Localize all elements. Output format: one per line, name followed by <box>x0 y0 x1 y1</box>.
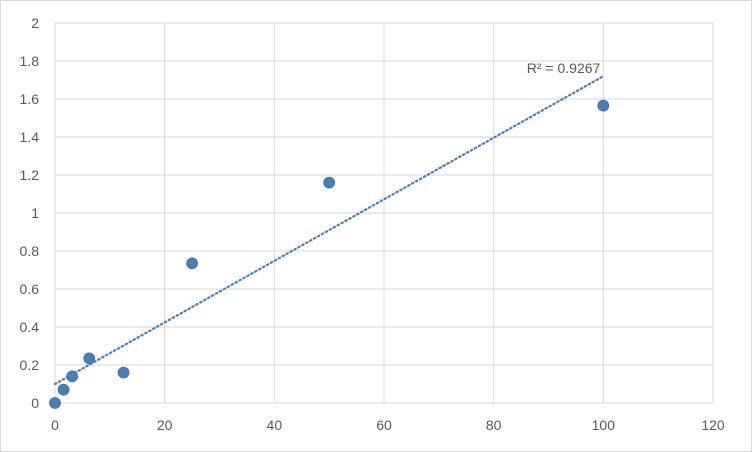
data-point <box>83 352 96 365</box>
data-point <box>49 397 61 409</box>
y-tick-label: 0.2 <box>20 357 40 373</box>
y-tick-label: 0.4 <box>20 319 40 335</box>
data-point <box>117 366 130 379</box>
data-point <box>186 257 198 270</box>
y-tick-label: 0.8 <box>20 243 40 259</box>
x-tick-label: 20 <box>157 417 173 433</box>
trendline <box>53 75 605 386</box>
y-tick-label: 1.2 <box>20 167 40 183</box>
x-tick-label: 80 <box>486 417 502 433</box>
y-tick-label: 0 <box>31 395 39 411</box>
data-point <box>57 383 70 396</box>
y-tick-label: 1 <box>31 205 39 221</box>
x-tick-label: 120 <box>701 417 725 433</box>
y-tick-label: 0.6 <box>20 281 40 297</box>
data-point <box>323 176 336 189</box>
r-squared-label: R² = 0.9267 <box>527 60 601 76</box>
x-tick-label: 60 <box>376 417 392 433</box>
x-tick-label: 0 <box>51 417 59 433</box>
x-tick-label: 100 <box>592 417 616 433</box>
data-point <box>597 99 610 112</box>
y-tick-label: 1.6 <box>20 91 40 107</box>
y-tick-label: 1.4 <box>20 129 40 145</box>
x-tick-label: 40 <box>267 417 283 433</box>
data-point <box>66 370 79 383</box>
y-tick-label: 1.8 <box>20 53 40 69</box>
y-tick-label: 2 <box>31 15 39 31</box>
